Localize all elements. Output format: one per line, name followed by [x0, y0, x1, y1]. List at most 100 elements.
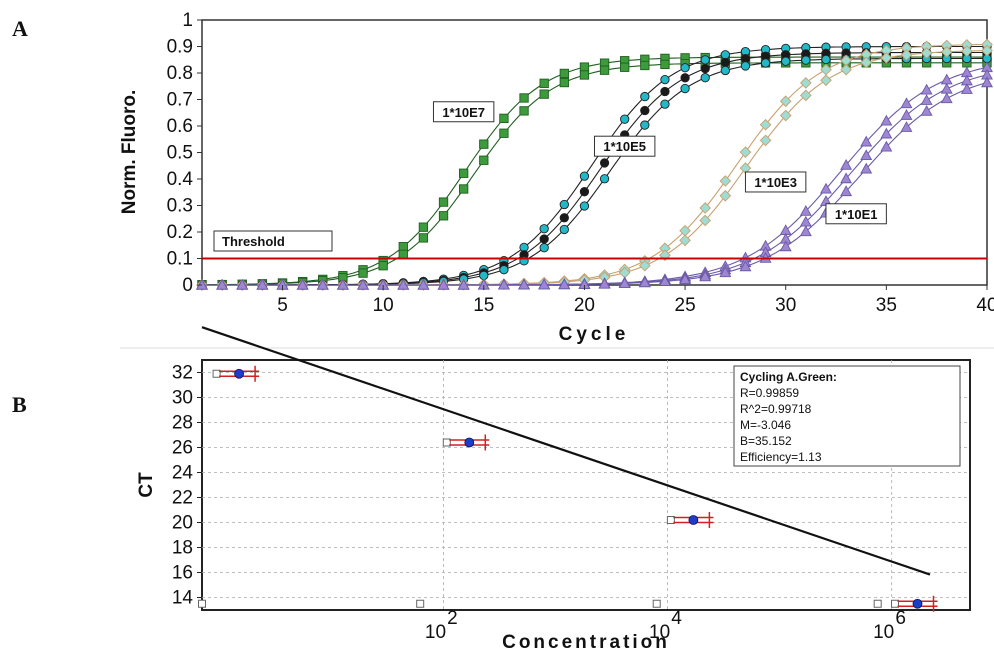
series-point: [680, 83, 690, 94]
series-point: [920, 83, 933, 95]
series-point: [417, 278, 430, 290]
series-point: [720, 57, 730, 68]
amplification-x-ticks: 5 10 15 20 25 30 35 40: [277, 285, 994, 316]
series-point: [519, 93, 529, 103]
series-point: [518, 278, 531, 290]
series-point: [579, 70, 590, 80]
series-point: [539, 89, 549, 99]
series-point: [800, 77, 812, 89]
x-tick-exponent: 4: [671, 608, 682, 629]
series-point: [499, 128, 509, 138]
series-point: [620, 62, 630, 72]
series-point: [519, 106, 529, 116]
stats-line-3: R^2=0.99718: [740, 402, 812, 416]
amplification-y-tick-label: 0.2: [167, 222, 193, 243]
series-point: [900, 109, 913, 120]
series-label-box: [744, 171, 807, 193]
series-point: [539, 243, 549, 253]
series-point: [196, 278, 208, 290]
series-point: [658, 275, 671, 286]
series-point: [680, 63, 690, 73]
series-point: [296, 278, 309, 290]
series-point: [720, 50, 730, 60]
series-point: [640, 60, 650, 71]
series-label-text: 1*10E1: [835, 207, 878, 222]
series-point: [981, 76, 993, 88]
standard-curve-y-tick-label: 26: [172, 438, 193, 459]
series-point: [398, 249, 408, 260]
series-line: [202, 82, 988, 286]
series-point: [599, 65, 610, 75]
series-point: [620, 114, 630, 124]
x-tick-base: 10: [649, 622, 670, 643]
series-point: [700, 55, 710, 65]
series-point: [256, 278, 269, 290]
series-point: [700, 73, 710, 83]
series-point: [479, 139, 489, 149]
standard-curve-y-tick-label: 28: [172, 413, 193, 434]
amplification-y-tick-label: 0.1: [167, 249, 193, 270]
series-point: [781, 56, 791, 66]
amplification-x-tick-label: 40: [976, 295, 994, 316]
series-point: [760, 58, 771, 68]
standard-curve-x-tick-label: 102: [425, 608, 458, 643]
series-point: [418, 222, 429, 232]
series-point: [799, 225, 812, 237]
series-point: [599, 174, 610, 184]
amplification-y-tick-label: 0.3: [167, 196, 193, 217]
series-point: [357, 278, 369, 290]
standard-curve-y-tick-label: 18: [172, 538, 193, 559]
series-point: [216, 278, 229, 290]
series-label-text: 1*10E7: [442, 105, 485, 120]
series-point: [459, 184, 469, 194]
series-point: [840, 63, 852, 76]
series-point: [880, 114, 893, 126]
series-point: [821, 54, 831, 65]
series-point: [438, 197, 449, 207]
series-point: [961, 45, 973, 57]
series-point: [700, 63, 710, 74]
series-point: [579, 171, 590, 181]
threshold-label-box: [213, 230, 333, 252]
series-point: [759, 134, 772, 147]
series-point: [559, 213, 569, 223]
series-point: [900, 121, 913, 132]
series-label: 1*10E7: [432, 101, 495, 123]
series-point: [880, 52, 893, 64]
series-point: [539, 224, 549, 234]
series-point: [559, 68, 569, 79]
series-point: [679, 234, 691, 247]
standard-curve-y-tick-label: 32: [172, 363, 193, 384]
amplification-series-labels: 1*10E7 1*10E5 1*10E3 1*10E1: [432, 101, 887, 225]
series-point: [759, 118, 772, 131]
standard-point-open-marker: [666, 516, 675, 524]
stats-line-4: M=-3.046: [740, 418, 791, 432]
standard-curve-y-tick-label: 20: [172, 513, 193, 534]
threshold-label: Threshold: [222, 234, 285, 249]
series-point: [599, 158, 610, 168]
series-point: [840, 185, 853, 197]
series-point: [779, 109, 792, 122]
series-point: [660, 59, 670, 70]
series-point: [497, 278, 510, 290]
series-point: [539, 78, 549, 88]
series-point: [900, 49, 913, 61]
standard-point: [212, 365, 260, 382]
standard-point-marker: [688, 515, 699, 525]
series-label-text: 1*10E5: [603, 139, 646, 154]
series-point: [680, 73, 690, 83]
series-point: [479, 155, 489, 165]
series-point: [719, 189, 732, 202]
series-point: [618, 277, 631, 289]
series-point: [900, 97, 913, 109]
amplification-y-ticks: 0 0.1 0.2 0.3 0.4 0.5 0.6 0.7 0.8 0.9 1: [167, 10, 202, 296]
series-point: [940, 45, 953, 58]
series-point: [800, 89, 812, 102]
panel-letter-b: B: [12, 392, 27, 417]
amplification-x-tick-label: 20: [574, 295, 595, 316]
standard-curve-y-tick-label: 30: [172, 388, 193, 409]
standard-point-marker: [912, 598, 923, 609]
